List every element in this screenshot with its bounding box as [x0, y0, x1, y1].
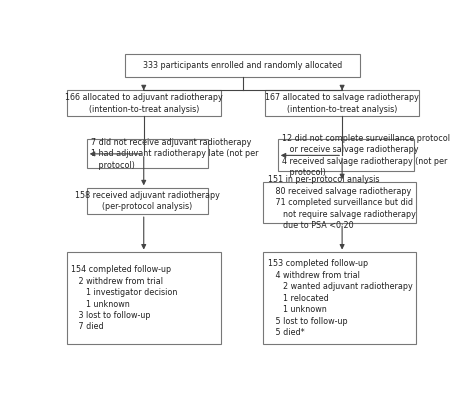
- FancyBboxPatch shape: [263, 182, 416, 224]
- Text: 153 completed follow-up
   4 withdrew from trial
      2 wanted adjuvant radioth: 153 completed follow-up 4 withdrew from …: [267, 260, 412, 337]
- Text: 333 participants enrolled and randomly allocated: 333 participants enrolled and randomly a…: [143, 61, 343, 70]
- Text: 167 allocated to salvage radiotherapy
(intention-to-treat analysis): 167 allocated to salvage radiotherapy (i…: [265, 93, 419, 114]
- FancyBboxPatch shape: [278, 139, 414, 172]
- FancyBboxPatch shape: [263, 252, 416, 344]
- FancyBboxPatch shape: [125, 54, 360, 77]
- Text: 154 completed follow-up
   2 withdrew from trial
      1 investigator decision
 : 154 completed follow-up 2 withdrew from …: [71, 265, 177, 331]
- Text: 158 received adjuvant radiotherapy
(per-protocol analysis): 158 received adjuvant radiotherapy (per-…: [75, 191, 220, 212]
- Text: 151 in per-protocol analysis
   80 received salvage radiotherapy
   71 completed: 151 in per-protocol analysis 80 received…: [267, 175, 415, 230]
- FancyBboxPatch shape: [87, 188, 208, 214]
- FancyBboxPatch shape: [265, 91, 419, 116]
- Text: 7 did not receive adjuvant radiotherapy
1 had adjuvant radiotherapy late (not pe: 7 did not receive adjuvant radiotherapy …: [91, 138, 259, 170]
- FancyBboxPatch shape: [87, 139, 208, 168]
- FancyBboxPatch shape: [66, 91, 221, 116]
- FancyBboxPatch shape: [66, 252, 221, 344]
- Text: 12 did not complete surveillance protocol
   or receive salvage radiotherapy
4 r: 12 did not complete surveillance protoco…: [282, 134, 450, 177]
- Text: 166 allocated to adjuvant radiotherapy
(intention-to-treat analysis): 166 allocated to adjuvant radiotherapy (…: [65, 93, 223, 114]
